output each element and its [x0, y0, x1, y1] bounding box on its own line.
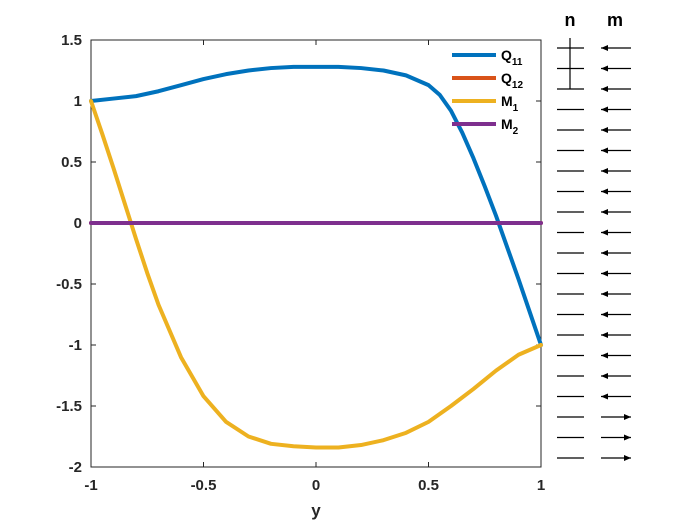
- m-arrow-head: [601, 393, 608, 400]
- x-tick-label: -0.5: [191, 477, 217, 494]
- m-arrow-head: [601, 45, 608, 51]
- m-arrow-head: [601, 168, 608, 174]
- y-tick-label: -1: [69, 337, 82, 354]
- m-arrow-head: [601, 86, 608, 92]
- y-tick-label: 0.5: [61, 154, 82, 171]
- y-tick-label: 1: [74, 93, 82, 110]
- y-tick-label: -1.5: [56, 398, 82, 415]
- x-axis-label: y: [311, 501, 321, 520]
- y-tick-label: -2: [69, 459, 82, 476]
- m-arrow-head: [601, 209, 608, 215]
- series-line-m1: [89, 99, 543, 450]
- m-arrow-head: [601, 311, 608, 318]
- x-tick-label: 0.5: [418, 477, 439, 494]
- m-arrow-head: [601, 188, 608, 195]
- m-arrow-head: [601, 127, 608, 133]
- x-tick-label: 1: [537, 477, 545, 494]
- m-arrow-head: [601, 147, 608, 154]
- m-column-header: m: [607, 10, 623, 30]
- series-line-q11: [89, 64, 543, 347]
- n-column-header: n: [565, 10, 576, 30]
- m-arrow-head: [624, 434, 631, 441]
- m-arrow-head: [601, 373, 608, 379]
- m-arrow-head: [601, 106, 608, 113]
- x-tick-label: 0: [312, 477, 320, 494]
- plot-area: [90, 39, 542, 468]
- m-arrow-head: [601, 250, 608, 256]
- x-tick-label: -1: [84, 477, 97, 494]
- y-tick-label: 1.5: [61, 32, 82, 49]
- series-group: [89, 64, 543, 450]
- m-arrow-head: [601, 270, 608, 277]
- m-arrow-head: [601, 229, 608, 236]
- m-arrow-head: [601, 291, 608, 297]
- m-arrow-head: [624, 455, 631, 461]
- y-tick-label: -0.5: [56, 276, 82, 293]
- m-arrow-head: [601, 65, 608, 72]
- m-arrow-head: [601, 352, 608, 359]
- y-tick-label: 0: [74, 215, 82, 232]
- m-arrow-head: [624, 414, 631, 420]
- side-panel: [557, 38, 631, 461]
- m-arrow-head: [601, 332, 608, 338]
- ticks: -1 -0.5 0 0.5 1 1.5 1 0.5 0 -0.5 -1 -1.5 -2: [56, 32, 545, 494]
